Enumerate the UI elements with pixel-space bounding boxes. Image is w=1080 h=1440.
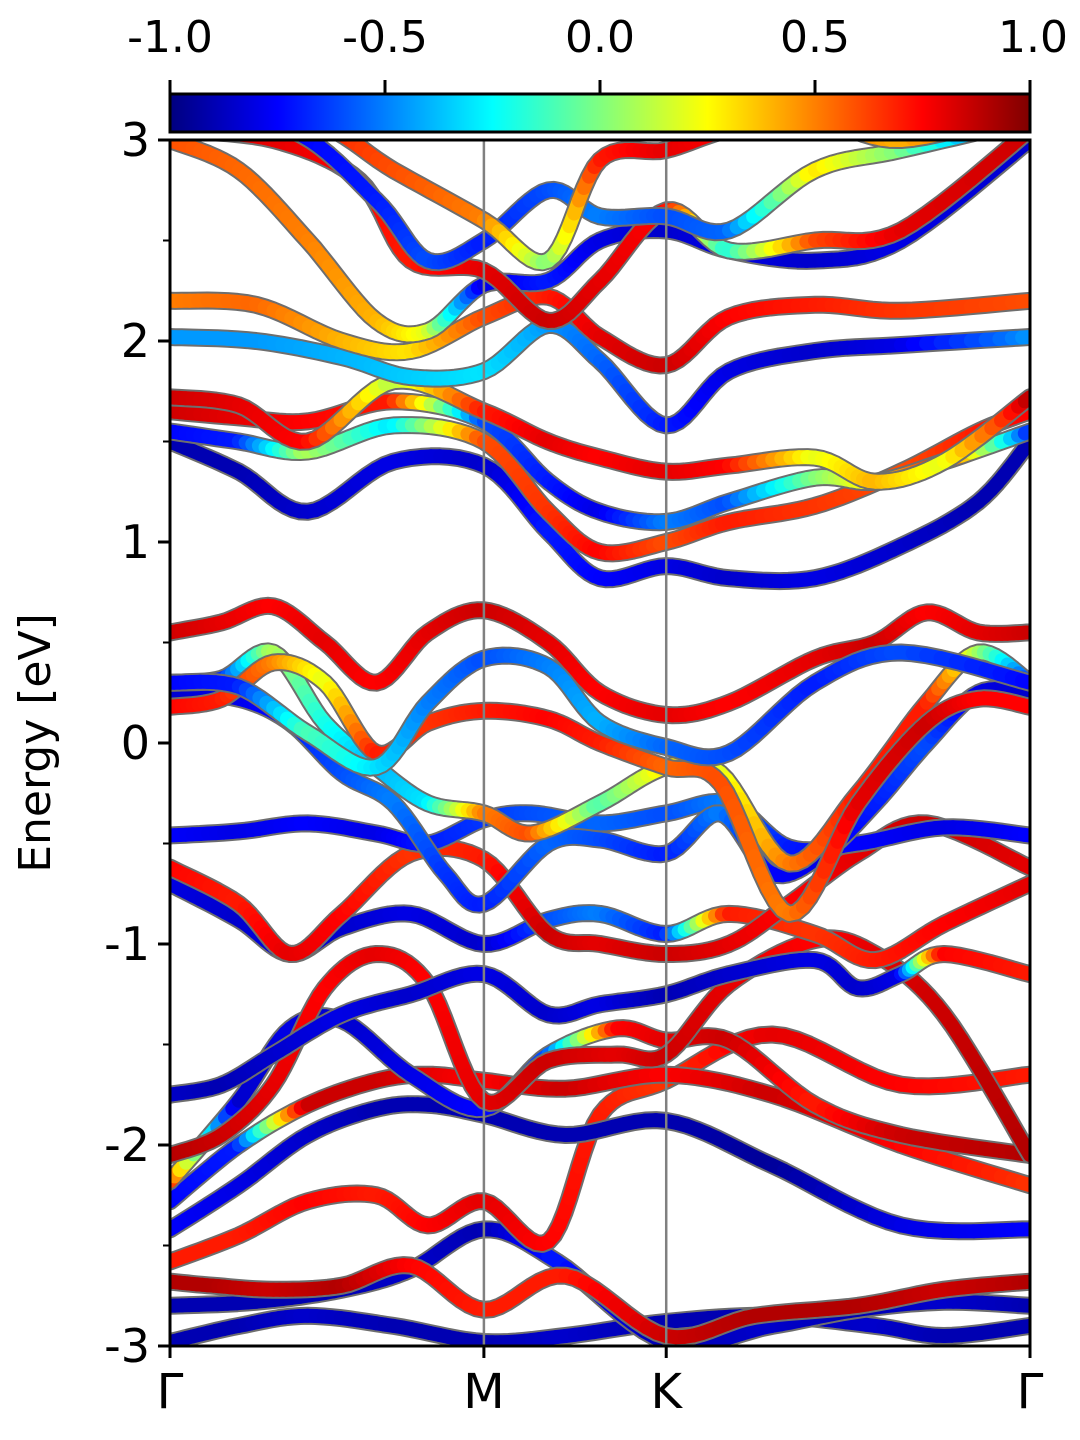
band-segment bbox=[695, 140, 714, 145]
y-tick-label: -2 bbox=[104, 1118, 150, 1172]
colorbar: -1.0 -0.5 0.0 0.5 1.0 bbox=[127, 12, 1068, 134]
band-segment bbox=[246, 140, 270, 145]
y-tick-label: 2 bbox=[121, 314, 150, 368]
band-segment bbox=[919, 140, 944, 144]
y-tick-label: -1 bbox=[104, 917, 150, 971]
colorbar-gradient bbox=[168, 92, 1032, 134]
band-segment bbox=[703, 140, 718, 143]
band-b01 bbox=[170, 1306, 1030, 1346]
band-segment bbox=[949, 140, 974, 145]
colorbar-tick-label: 0.0 bbox=[565, 12, 635, 63]
band-segment bbox=[865, 140, 888, 146]
colorbar-ticks: -1.0 -0.5 0.0 0.5 1.0 bbox=[127, 12, 1068, 94]
y-tick-label: 1 bbox=[121, 515, 150, 569]
y-tick-label: 3 bbox=[121, 113, 150, 167]
band-segment bbox=[859, 140, 879, 144]
colorbar-tick-label: -1.0 bbox=[127, 12, 213, 63]
kpoint-label: K bbox=[650, 1364, 683, 1420]
colorbar-tick-label: -0.5 bbox=[342, 12, 428, 63]
high-symmetry-lines bbox=[482, 140, 668, 1346]
y-axis-label: Energy [eV] bbox=[10, 613, 61, 873]
colorbar-tick-label: 1.0 bbox=[998, 12, 1068, 63]
kpoint-label: Γ bbox=[157, 1364, 184, 1420]
y-axis: -3 -2 -1 0 1 2 3 bbox=[104, 113, 170, 1373]
band-b22 bbox=[170, 315, 1030, 435]
kpoint-label: M bbox=[463, 1364, 504, 1420]
band-lines bbox=[170, 140, 1030, 1346]
band-b09 bbox=[170, 945, 1030, 1104]
y-tick-label: 0 bbox=[121, 716, 150, 770]
band-b18 bbox=[170, 432, 1030, 591]
band-b16 bbox=[170, 596, 1030, 725]
y-tick-label: -3 bbox=[104, 1319, 150, 1373]
band-segment bbox=[236, 140, 258, 143]
colorbar-tick-label: 0.5 bbox=[780, 12, 850, 63]
band-b17 bbox=[170, 643, 1030, 777]
band-b27 bbox=[332, 140, 953, 272]
kpoint-label: Γ bbox=[1017, 1364, 1044, 1420]
band-b03 bbox=[170, 1256, 1030, 1346]
band-b15 bbox=[170, 653, 1030, 923]
